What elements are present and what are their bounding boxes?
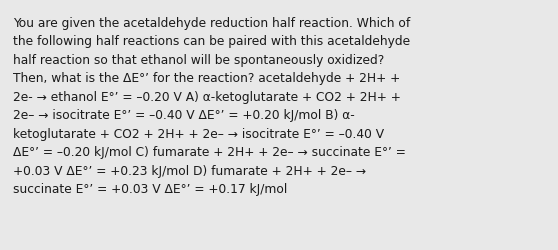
Text: You are given the acetaldehyde reduction half reaction. Which of
the following h: You are given the acetaldehyde reduction… <box>13 17 410 196</box>
